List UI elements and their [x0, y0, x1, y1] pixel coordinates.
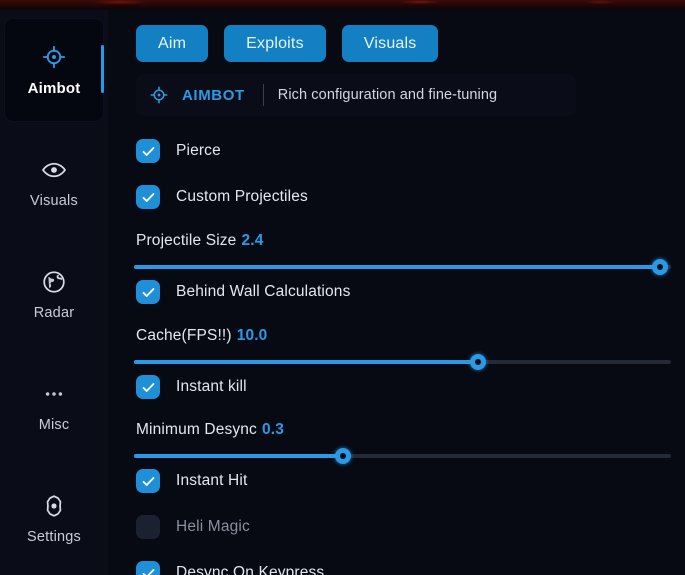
setting-label-cache-fps: Cache(FPS!!) 10.0: [136, 327, 267, 345]
window-top-strip: [0, 0, 685, 10]
setting-row-instant-kill[interactable]: Instant kill: [136, 374, 247, 400]
setting-row-instant-hit[interactable]: Instant Hit: [136, 468, 247, 494]
setting-row-desync-on-keypress[interactable]: Desync On Keypress: [136, 560, 324, 575]
dots-icon: [40, 380, 68, 408]
sidebar-item-aimbot[interactable]: Aimbot: [4, 18, 104, 122]
checkbox-icon[interactable]: [136, 515, 160, 539]
slider-fill: [134, 454, 344, 458]
slider-fill: [134, 265, 661, 269]
setting-label: Instant kill: [176, 378, 247, 395]
tab-visuals[interactable]: Visuals: [341, 25, 439, 62]
sidebar-item-radar[interactable]: Radar: [4, 242, 104, 346]
header-divider: [262, 84, 264, 106]
setting-label: Instant Hit: [176, 472, 248, 489]
setting-label: Desync On Keypress: [176, 564, 325, 575]
checkbox-icon[interactable]: [136, 561, 160, 575]
settings-list: Pierce Custom Projectiles Projectile Siz…: [108, 10, 685, 575]
section-header: AIMBOT Rich configuration and fine-tunin…: [136, 74, 576, 116]
checkbox-icon[interactable]: [136, 139, 160, 163]
setting-label-projectile-size: Projectile Size 2.4: [136, 232, 263, 250]
slider-name: Cache(FPS!!): [136, 327, 232, 344]
sidebar-item-visuals[interactable]: Visuals: [4, 130, 104, 234]
sidebar-item-settings[interactable]: Settings: [4, 466, 104, 570]
sidebar-item-misc[interactable]: Misc: [4, 354, 104, 458]
slider-fill: [134, 360, 478, 364]
setting-label: Pierce: [176, 142, 221, 159]
setting-label: Behind Wall Calculations: [176, 283, 351, 300]
top-strip-glow: [0, 0, 685, 6]
slider-minimum-desync[interactable]: [134, 447, 671, 465]
setting-label: Custom Projectiles: [176, 188, 308, 205]
crosshair-icon: [148, 84, 170, 106]
sidebar-item-label: Settings: [27, 528, 81, 545]
main-panel: Aim Exploits Visuals AIMBOT Rich configu…: [108, 10, 685, 575]
eye-icon: [40, 156, 68, 184]
sidebar-item-label: Misc: [38, 416, 70, 433]
tab-bar: Aim Exploits Visuals: [136, 25, 439, 62]
setting-row-heli-magic[interactable]: Heli Magic: [136, 514, 250, 540]
sidebar-item-label: Aimbot: [27, 80, 81, 97]
globe-icon: [40, 268, 68, 296]
crosshair-icon: [40, 43, 68, 71]
slider-value: 10.0: [236, 327, 268, 344]
setting-label-minimum-desync: Minimum Desync 0.3: [136, 421, 284, 439]
slider-value: 2.4: [241, 232, 264, 249]
checkbox-icon[interactable]: [136, 375, 160, 399]
checkbox-icon[interactable]: [136, 469, 160, 493]
checkbox-icon[interactable]: [136, 185, 160, 209]
slider-thumb[interactable]: [335, 448, 352, 464]
page-title: AIMBOT: [182, 86, 245, 104]
sidebar-item-label: Radar: [33, 304, 75, 321]
slider-track: [134, 454, 671, 458]
tab-exploits[interactable]: Exploits: [224, 25, 326, 62]
slider-name: Projectile Size: [136, 232, 237, 249]
setting-row-pierce[interactable]: Pierce: [136, 138, 221, 164]
setting-label: Heli Magic: [176, 518, 250, 535]
slider-projectile-size[interactable]: [134, 258, 671, 276]
gear-icon: [40, 492, 68, 520]
checkbox-icon[interactable]: [136, 280, 160, 304]
tab-aim[interactable]: Aim: [136, 25, 209, 62]
slider-thumb[interactable]: [652, 259, 669, 275]
setting-row-custom-projectiles[interactable]: Custom Projectiles: [136, 184, 308, 210]
slider-value: 0.3: [261, 421, 284, 438]
slider-cache-fps[interactable]: [134, 353, 671, 371]
setting-row-behind-wall-calculations[interactable]: Behind Wall Calculations: [136, 279, 350, 305]
slider-thumb[interactable]: [469, 354, 486, 370]
sidebar-item-label: Visuals: [30, 192, 78, 209]
header-subtitle: Rich configuration and fine-tuning: [277, 87, 498, 103]
sidebar: Aimbot Visuals Radar: [0, 10, 109, 575]
slider-name: Minimum Desync: [136, 421, 257, 438]
